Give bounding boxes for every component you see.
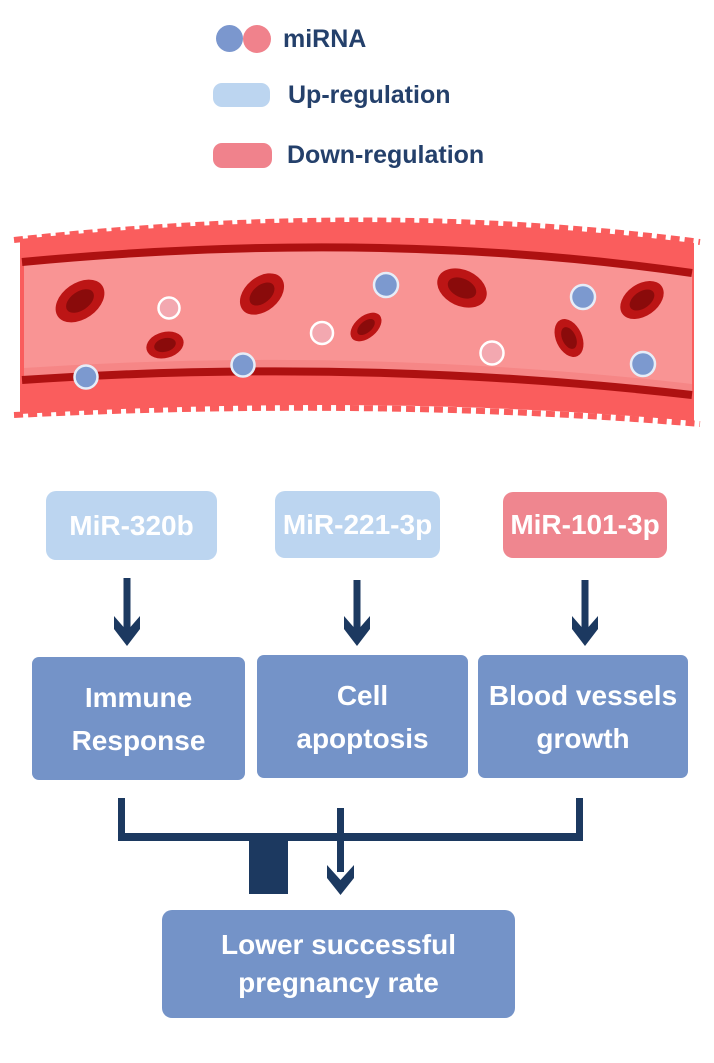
final-box-pregnancy-rate: Lower successful pregnancy rate [162,910,515,1018]
outcome-line: apoptosis [296,722,429,754]
red-blood-cell [146,331,184,359]
down-regulation-swatch [213,143,272,168]
mirna-particle-pink [157,296,181,320]
legend-label-up-regulation: Up-regulation [288,81,451,109]
final-line: Lower successful [221,929,456,960]
vessel-wall-line-top [21,243,693,277]
mirna-blue-circle-icon [216,25,243,52]
mirna-pink-circle-icon [243,25,271,53]
red-blood-cell [239,273,285,315]
vessel-particles [55,268,664,390]
red-blood-cell [350,312,382,342]
legend-label-mirna: miRNA [283,25,367,53]
bracket-horizontal [118,833,583,841]
bracket-right-vertical [576,798,583,840]
outcome-line: Response [71,724,206,756]
mirna-box-label: MiR-221-3p [282,508,433,540]
outcome-line: Blood vessels [488,679,678,711]
merge-bracket [118,798,583,895]
mirna-box-mir-320b: MiR-320b [46,491,217,560]
mirna-particle-blue [73,364,99,390]
outcome-line: Immune [84,681,193,713]
outcome-box-blood-vessels-growth: Blood vessels growth [478,655,688,778]
outcome-line: Cell [336,679,389,711]
mirna-particle-pink [309,320,335,346]
down-arrow [327,808,354,895]
legend-label-down-regulation: Down-regulation [287,141,485,169]
down-arrows [114,578,598,646]
mirna-particle-pink [479,340,505,366]
red-blood-cell [437,268,487,308]
mirna-particle-blue [569,283,597,311]
mirna-particle-blue [629,350,657,378]
mirna-box-mir-221-3p: MiR-221-3p [275,491,440,558]
up-regulation-swatch [213,83,270,107]
mirna-box-label: MiR-320b [69,509,194,541]
down-arrow [114,578,140,646]
red-blood-cell [55,279,105,323]
down-arrow [572,580,598,646]
down-arrow [344,580,370,646]
blood-vessel-illustration [13,217,701,427]
mirna-particle-blue [372,271,400,299]
vessel-torn-bottom-edge [13,404,701,427]
mirna-box-mir-101-3p: MiR-101-3p [503,492,667,558]
bracket-left-vertical [118,798,125,840]
outcome-line: growth [536,722,630,754]
red-blood-cell [554,319,584,357]
outcome-box-cell-apoptosis: Cell apoptosis [257,655,468,778]
mirna-box-label: MiR-101-3p [510,509,660,540]
red-blood-cell [620,280,664,320]
mirna-particle-blue [230,352,256,378]
vessel-torn-top-edge [13,217,701,245]
outcome-box-immune-response: Immune Response [32,657,245,780]
bracket-block [249,840,288,894]
final-line: pregnancy rate [238,967,439,998]
vessel-wall-line-bottom [21,367,693,399]
